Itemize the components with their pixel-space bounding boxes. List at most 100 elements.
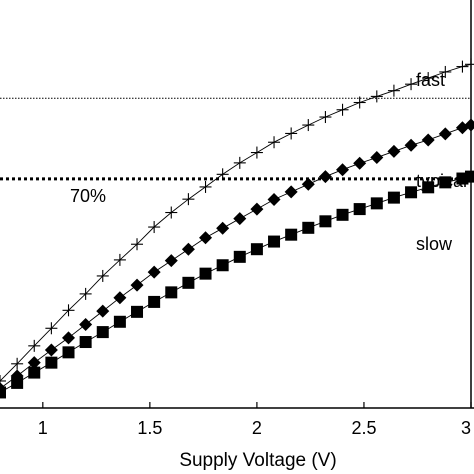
point-slow-15 (250, 243, 263, 256)
point-fast-4 (62, 304, 75, 317)
point-fast-6 (96, 269, 109, 282)
point-typical-2 (27, 356, 41, 370)
point-fast-2 (28, 339, 41, 352)
point-typical-11 (181, 242, 195, 256)
point-slow-24 (405, 186, 418, 199)
series-lines (0, 63, 472, 393)
point-fast-16 (268, 136, 281, 149)
point-typical-23 (387, 144, 401, 158)
point-typical-12 (199, 231, 213, 245)
reference-line-label-70: 70% (70, 186, 106, 206)
point-slow-14 (233, 250, 246, 263)
point-slow-26 (439, 176, 452, 189)
point-fast-27 (456, 60, 469, 73)
point-fast-23 (387, 84, 400, 97)
point-typical-21 (353, 156, 367, 170)
point-typical-5 (79, 317, 93, 331)
point-fast-28 (465, 58, 474, 71)
point-typical-24 (404, 138, 418, 152)
x-tick-label-1: 1.5 (137, 418, 162, 438)
series-line-slow (0, 176, 472, 393)
series-label-slow: slow (416, 234, 453, 254)
point-typical-3 (44, 343, 58, 357)
point-typical-17 (284, 185, 298, 199)
point-typical-7 (113, 291, 127, 305)
series-labels: fast typical slow (416, 70, 467, 254)
point-fast-0 (0, 374, 6, 387)
point-fast-7 (113, 253, 126, 266)
point-typical-18 (301, 177, 315, 191)
point-typical-20 (336, 163, 350, 177)
point-slow-19 (319, 215, 332, 228)
point-typical-4 (62, 331, 76, 345)
point-typical-13 (216, 221, 230, 235)
point-typical-22 (370, 151, 384, 165)
point-slow-25 (422, 181, 435, 194)
point-fast-11 (182, 193, 195, 206)
point-slow-16 (268, 235, 281, 248)
point-fast-20 (336, 103, 349, 116)
point-typical-9 (147, 265, 161, 279)
point-fast-5 (79, 287, 92, 300)
point-fast-12 (199, 180, 212, 193)
point-slow-7 (113, 315, 126, 328)
series-label-typical: typical (416, 171, 467, 191)
point-typical-14 (233, 212, 247, 226)
reference-lines (0, 97, 471, 181)
point-slow-10 (165, 286, 178, 299)
point-slow-4 (62, 346, 75, 359)
point-typical-28 (464, 118, 474, 132)
point-slow-17 (285, 228, 298, 241)
point-slow-6 (96, 326, 109, 339)
point-fast-8 (131, 238, 144, 251)
point-slow-18 (302, 221, 315, 234)
point-fast-13 (216, 168, 229, 181)
point-fast-14 (233, 156, 246, 169)
point-fast-17 (285, 127, 298, 140)
point-typical-8 (130, 278, 144, 292)
point-slow-28 (465, 170, 474, 183)
point-fast-9 (148, 221, 161, 234)
point-slow-5 (79, 336, 92, 349)
series-markers (0, 58, 474, 399)
point-slow-0 (0, 386, 6, 399)
point-fast-26 (439, 65, 452, 78)
x-tick-label-2: 2 (252, 418, 262, 438)
point-typical-15 (250, 202, 264, 216)
x-tick-label-0: 1 (38, 418, 48, 438)
point-fast-1 (11, 357, 24, 370)
point-fast-10 (165, 206, 178, 219)
point-typical-10 (164, 254, 178, 268)
point-slow-23 (387, 191, 400, 204)
point-fast-22 (370, 90, 383, 103)
x-tick-label-4: 3 (461, 418, 471, 438)
x-axis-title: Supply Voltage (V) (179, 450, 336, 471)
point-slow-13 (216, 259, 229, 272)
point-slow-9 (148, 295, 161, 308)
point-fast-21 (353, 96, 366, 109)
point-slow-11 (182, 276, 195, 289)
point-slow-8 (131, 305, 144, 318)
point-fast-15 (250, 146, 263, 159)
x-axis: 1 1.5 2 2.5 3 (38, 402, 472, 438)
series-label-fast: fast (416, 70, 445, 90)
point-typical-25 (421, 133, 435, 147)
point-slow-2 (28, 366, 41, 379)
point-typical-26 (438, 127, 452, 141)
point-fast-24 (405, 78, 418, 91)
point-fast-19 (319, 111, 332, 124)
point-typical-16 (267, 193, 281, 207)
point-slow-3 (45, 356, 58, 369)
point-slow-22 (370, 197, 383, 210)
point-fast-3 (45, 322, 58, 335)
point-slow-20 (336, 208, 349, 221)
x-tick-label-3: 2.5 (351, 418, 376, 438)
point-typical-6 (96, 304, 110, 318)
point-typical-19 (318, 170, 332, 184)
point-fast-25 (422, 72, 435, 85)
point-slow-1 (11, 376, 24, 389)
point-slow-21 (353, 203, 366, 216)
point-slow-12 (199, 267, 212, 280)
point-fast-18 (302, 119, 315, 132)
